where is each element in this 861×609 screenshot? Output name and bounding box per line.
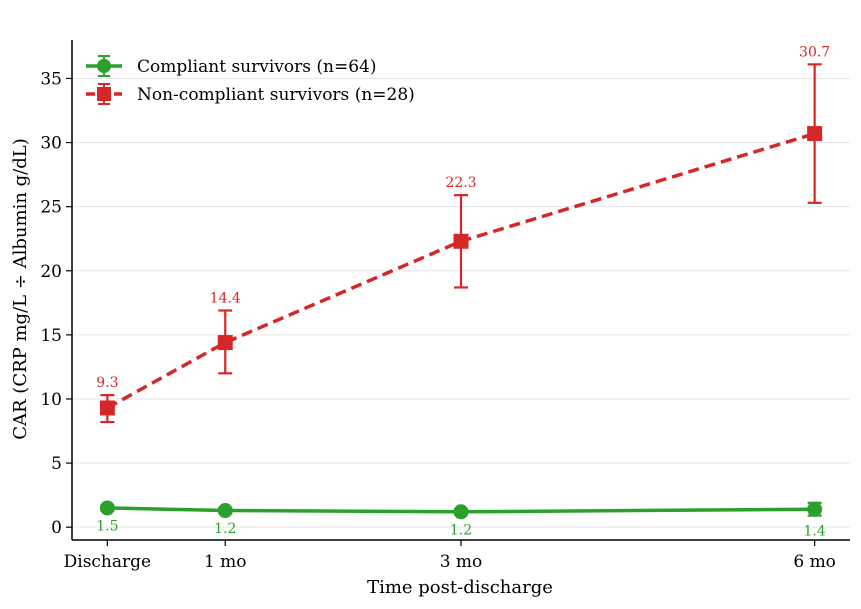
y-tick-label: 5 [51,454,62,474]
series-line [107,506,815,514]
data-point [453,233,469,249]
y-axis-label: CAR (CRP mg/L ÷ Albumin g/dL) [10,138,31,439]
y-tick-label: 35 [40,69,62,89]
y-tick-label: 30 [40,134,62,154]
y-tick-label: 15 [40,326,62,346]
y-tick-label: 0 [51,518,62,538]
gridlines [72,77,850,528]
data-point [807,501,823,517]
y-tick-label: 20 [40,262,62,282]
x-tick-label: Discharge [64,552,151,572]
data-label: 1.2 [450,522,472,538]
data-label: 1.5 [96,519,118,535]
x-tick-label: 1 mo [204,552,247,572]
y-tick-label: 10 [40,390,62,410]
data-label: 22.3 [445,175,476,191]
axes: 0 5 10 15 20 25 30 35 Discharge 1 mo 3 mo 6 mo [40,40,850,572]
legend-label: Non-compliant survivors (n=28) [137,85,415,105]
data-point [99,400,115,416]
series-2: 9.3 14.4 22.3 30.7 [96,44,830,424]
data-label: 9.3 [96,375,118,391]
x-tick-label: 3 mo [440,552,483,572]
legend: Compliant survivors (n=64) Non-compliant … [86,55,415,105]
legend-marker [97,87,111,101]
series-1: 1.5 1.2 1.2 1.4 [96,500,826,540]
legend-item-1: Compliant survivors (n=64) [86,55,376,77]
series-line [106,131,816,410]
series-layer: 1.5 1.2 1.2 1.4 9.3 14.4 22.3 30.7 [96,44,830,539]
data-point [99,500,115,516]
data-label: 14.4 [210,291,241,307]
legend-item-2: Non-compliant survivors (n=28) [86,83,415,105]
legend-label: Compliant survivors (n=64) [137,57,376,77]
legend-marker [97,59,111,73]
data-point [807,126,823,142]
data-point [217,503,233,519]
data-label: 30.7 [799,44,830,60]
data-point [217,335,233,351]
x-tick-label: 6 mo [793,552,836,572]
x-axis-label: Time post-discharge [367,577,553,598]
y-tick-label: 25 [40,198,62,218]
data-label: 1.2 [214,521,236,537]
data-label: 1.4 [804,524,826,540]
data-point [453,504,469,520]
